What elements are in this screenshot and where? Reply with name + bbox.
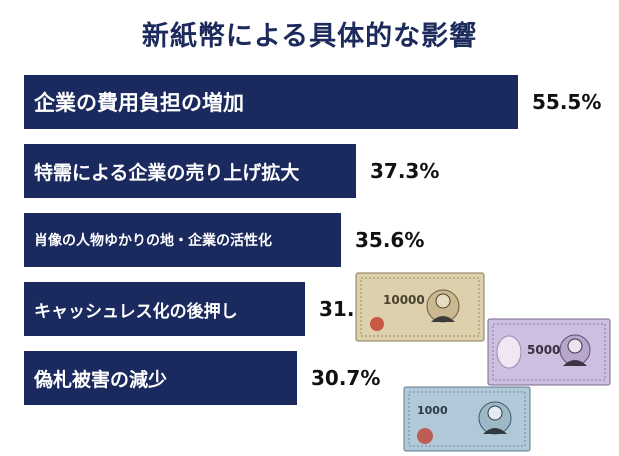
bar-value-label: 37.3% <box>370 159 440 183</box>
bar-label: 企業の費用負担の増加 <box>34 91 244 115</box>
bar: 偽札被害の減少 <box>24 351 297 405</box>
five-thousand-yen-note: 5000 <box>487 318 611 386</box>
bar: キャッシュレス化の後押し <box>24 282 305 336</box>
bar-label: 偽札被害の減少 <box>34 368 168 391</box>
ten-thousand-yen-numeral: 10000 <box>383 293 425 307</box>
ten-thousand-yen-note: 10000 <box>355 272 485 342</box>
bar-value-label: 55.5% <box>532 90 602 114</box>
bar: 企業の費用負担の増加 <box>24 75 518 129</box>
five-thousand-yen-numeral: 5000 <box>527 343 560 357</box>
one-thousand-yen-numeral: 1000 <box>417 404 448 417</box>
bar: 肖像の人物ゆかりの地・企業の活性化 <box>24 213 341 267</box>
bar-label: 特需による企業の売り上げ拡大 <box>34 161 300 184</box>
bar-label: 肖像の人物ゆかりの地・企業の活性化 <box>34 233 272 249</box>
bar-value-label: 35.6% <box>355 228 425 252</box>
one-thousand-yen-note: 1000 <box>403 386 531 452</box>
bar-label: キャッシュレス化の後押し <box>34 301 238 322</box>
chart-title: 新紙幣による具体的な影響 <box>141 21 478 52</box>
bar: 特需による企業の売り上げ拡大 <box>24 144 356 198</box>
bar-value-label: 30.7% <box>311 366 381 390</box>
